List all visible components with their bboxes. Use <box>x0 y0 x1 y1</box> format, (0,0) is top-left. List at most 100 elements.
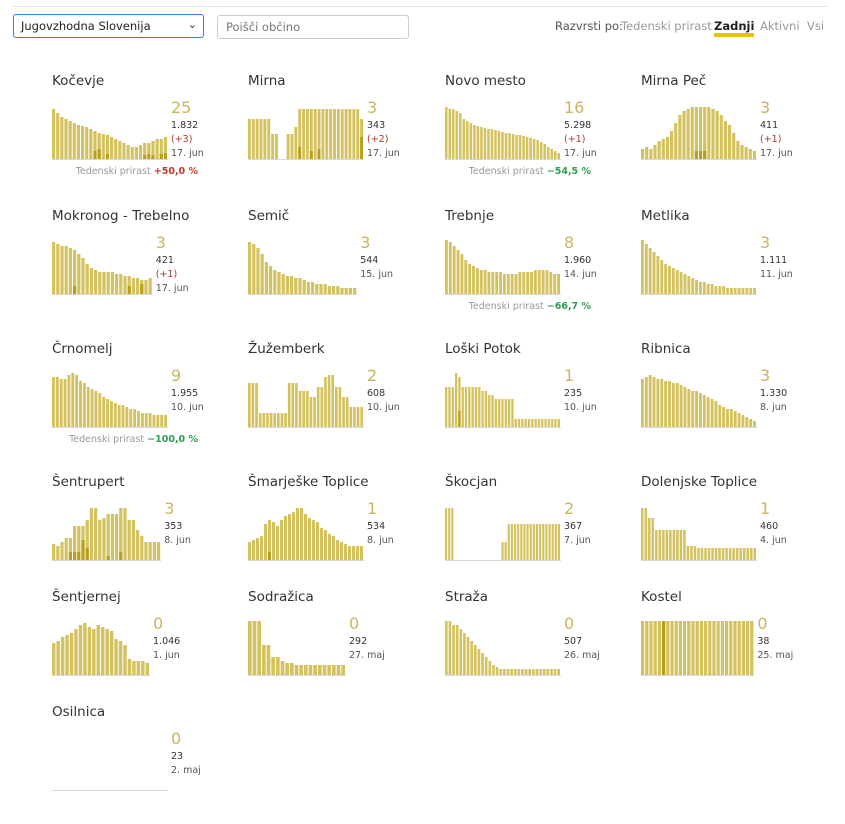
last-date: 15. jun <box>360 269 393 280</box>
bar <box>687 389 691 427</box>
bar <box>121 405 125 427</box>
bar <box>75 375 79 427</box>
municipality-panel[interactable]: Metlika 3 1.111 11. jun <box>641 208 831 328</box>
municipality-search-input[interactable]: Poišči občino <box>217 15 409 39</box>
daily-cases-chart <box>641 508 757 561</box>
weekly-growth-label: Tedenski prirast <box>468 166 547 177</box>
bar <box>294 127 298 159</box>
bar <box>260 254 264 294</box>
weekly-growth-value: +50,0 % <box>153 166 198 177</box>
municipality-panel[interactable]: Mirna Peč 3 411 (+1) 17. jun <box>641 73 831 193</box>
municipality-panel[interactable]: Mirna 3 343 (+2) 17. jun <box>248 73 438 193</box>
latest-value: 1 <box>564 366 575 385</box>
municipality-panel[interactable]: Dolenjske Toplice 1 460 4. jun <box>641 474 831 594</box>
bar <box>543 144 546 159</box>
bar-highlight <box>140 284 144 294</box>
bar <box>105 135 109 159</box>
municipality-panel[interactable]: Trebnje 8 1.960 14. jun Tedenski prirast −66… <box>445 208 635 328</box>
sort-option-all[interactable]: Vsi <box>807 19 825 33</box>
last-date: 4. jun <box>760 535 787 546</box>
bar <box>644 508 648 560</box>
municipality-panel[interactable]: Osilnica 0 23 2. maj <box>52 704 242 824</box>
municipality-panel[interactable]: Ribnica 3 1.330 8. jun <box>641 341 831 461</box>
bar <box>726 288 729 294</box>
bar <box>553 669 557 675</box>
municipality-panel[interactable]: Sodražica 0 292 27. maj <box>248 589 438 709</box>
bar <box>321 109 325 159</box>
bar <box>657 621 661 675</box>
bar <box>324 530 327 560</box>
bar <box>732 133 736 159</box>
municipality-panel[interactable]: Šentjernej 0 1.046 1. jun <box>52 589 242 709</box>
bar <box>85 520 89 560</box>
bar <box>269 413 273 427</box>
bar <box>298 109 302 159</box>
region-select[interactable]: Jugovzhodna Slovenija ⌄ <box>13 14 204 38</box>
bar <box>728 548 732 560</box>
bar <box>661 139 665 159</box>
bar <box>656 379 660 427</box>
bar <box>479 270 483 294</box>
bar <box>527 419 531 427</box>
municipality-name: Mirna Peč <box>641 73 707 89</box>
latest-value: 3 <box>760 98 771 117</box>
municipality-panel[interactable]: Šentrupert 3 353 8. jun <box>52 474 242 594</box>
bar <box>251 383 255 427</box>
municipality-name: Mokronog - Trebelno <box>52 208 190 224</box>
bar <box>670 131 674 159</box>
sort-option-active[interactable]: Aktivni <box>760 19 800 33</box>
bar <box>448 387 451 427</box>
bar <box>715 111 719 159</box>
bar <box>675 270 679 294</box>
bar <box>52 544 56 560</box>
bar <box>144 542 148 560</box>
sort-option-weekly[interactable]: Tedenski prirast <box>621 19 712 33</box>
bar <box>515 135 518 159</box>
bar <box>67 375 71 427</box>
municipality-panel[interactable]: Kostel 0 38 25. maj <box>641 589 831 709</box>
weekly-growth-label: Tedenski prirast <box>468 301 547 312</box>
municipality-panel[interactable]: Šmarješke Toplice 1 534 8. jun <box>248 474 438 594</box>
bar <box>56 546 60 560</box>
bar <box>481 653 484 675</box>
sort-option-latest[interactable]: Zadnji <box>714 19 755 37</box>
bar <box>739 548 742 560</box>
bar <box>136 661 141 675</box>
bar <box>68 248 72 294</box>
municipality-panel[interactable]: Škocjan 2 367 7. jun <box>445 474 635 594</box>
bar <box>110 272 114 294</box>
municipality-panel[interactable]: Mokronog - Trebelno 3 421 (+1) 17. jun <box>52 208 242 328</box>
bar <box>687 276 691 294</box>
municipality-panel[interactable]: Loški Potok 1 235 10. jun <box>445 341 635 461</box>
daily-cases-chart <box>641 375 757 428</box>
latest-value: 0 <box>153 614 164 633</box>
bar <box>117 405 121 427</box>
municipality-panel[interactable]: Kočevje 25 1.832 (+3) 17. jun Tedenski priras… <box>52 73 242 193</box>
municipality-name: Metlika <box>641 208 690 224</box>
weekly-growth-value: −54,5 % <box>546 166 591 177</box>
municipality-panel[interactable]: Straža 0 507 26. maj <box>445 589 635 709</box>
bar <box>740 145 744 159</box>
total-cases: 1.046 <box>153 636 181 647</box>
bar <box>741 621 745 675</box>
bar <box>280 413 284 427</box>
bar-highlight <box>68 552 72 560</box>
municipality-panel[interactable]: Črnomelj 9 1.955 10. jun Tedenski prirast −1… <box>52 341 242 461</box>
total-cases: 534 <box>367 521 386 532</box>
bar <box>524 419 527 427</box>
bar <box>136 278 140 294</box>
bar <box>666 621 670 675</box>
municipality-panel[interactable]: Žužemberk 2 608 10. jun <box>248 341 438 461</box>
total-cases: 1.832 <box>171 120 199 131</box>
bar <box>750 621 754 675</box>
bar <box>89 268 93 294</box>
bar <box>60 246 64 294</box>
municipality-panel[interactable]: Semič 3 544 15. jun <box>248 208 438 328</box>
municipality-panel[interactable]: Novo mesto 16 5.298 (+1) 17. jun Tedenski pri… <box>445 73 635 193</box>
bar <box>299 665 303 675</box>
bar <box>356 407 360 427</box>
bar <box>323 284 327 294</box>
bar <box>536 140 539 159</box>
bar <box>87 627 92 675</box>
bar <box>517 524 520 560</box>
